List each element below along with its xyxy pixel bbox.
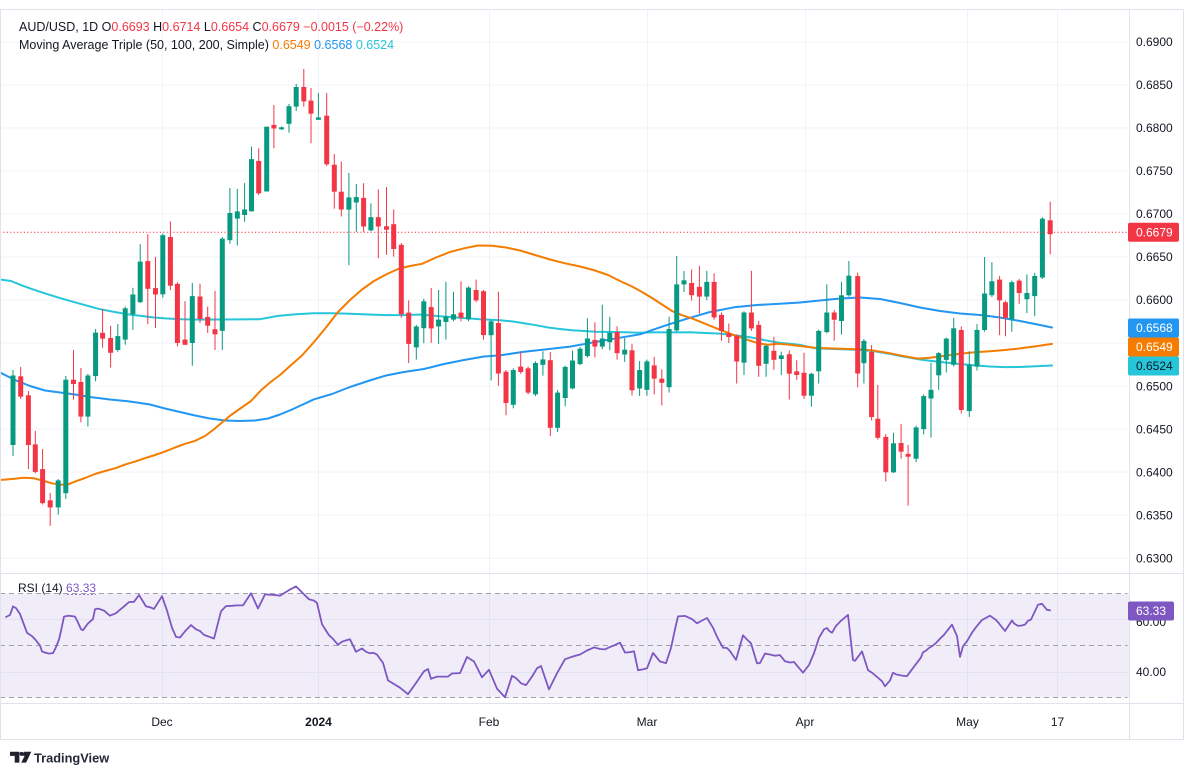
svg-text:0.6549: 0.6549 — [1136, 340, 1173, 354]
svg-text:Mar: Mar — [637, 715, 658, 729]
svg-text:Dec: Dec — [151, 715, 172, 729]
svg-text:0.6500: 0.6500 — [1136, 379, 1173, 393]
svg-text:0.6450: 0.6450 — [1136, 422, 1173, 436]
svg-text:0.6700: 0.6700 — [1136, 207, 1173, 221]
svg-text:0.6300: 0.6300 — [1136, 551, 1173, 565]
svg-text:Feb: Feb — [479, 715, 500, 729]
svg-text:0.6600: 0.6600 — [1136, 293, 1173, 307]
svg-text:0.6400: 0.6400 — [1136, 465, 1173, 479]
svg-text:0.6679: 0.6679 — [1136, 226, 1173, 240]
svg-text:Moving Average Triple (50, 100: Moving Average Triple (50, 100, 200, Sim… — [19, 38, 394, 52]
svg-text:Apr: Apr — [796, 715, 815, 729]
svg-text:RSI (14) 63.33: RSI (14) 63.33 — [18, 581, 96, 595]
svg-text:0.6800: 0.6800 — [1136, 121, 1173, 135]
svg-text:0.6900: 0.6900 — [1136, 35, 1173, 49]
svg-text:May: May — [956, 715, 979, 729]
svg-text:0.6650: 0.6650 — [1136, 250, 1173, 264]
svg-text:AUD/USD, 1D O0.6693 H0.6714 L0: AUD/USD, 1D O0.6693 H0.6714 L0.6654 C0.6… — [19, 20, 403, 34]
svg-text:0.6350: 0.6350 — [1136, 508, 1173, 522]
svg-text:0.6568: 0.6568 — [1136, 321, 1173, 335]
svg-text:63.33: 63.33 — [1136, 604, 1166, 618]
svg-text:TradingView: TradingView — [34, 751, 109, 766]
svg-text:2024: 2024 — [305, 715, 332, 729]
svg-text:0.6750: 0.6750 — [1136, 164, 1173, 178]
svg-text:0.6524: 0.6524 — [1136, 359, 1173, 373]
svg-text:17: 17 — [1051, 715, 1065, 729]
svg-text:0.6850: 0.6850 — [1136, 78, 1173, 92]
svg-text:40.00: 40.00 — [1136, 665, 1166, 679]
